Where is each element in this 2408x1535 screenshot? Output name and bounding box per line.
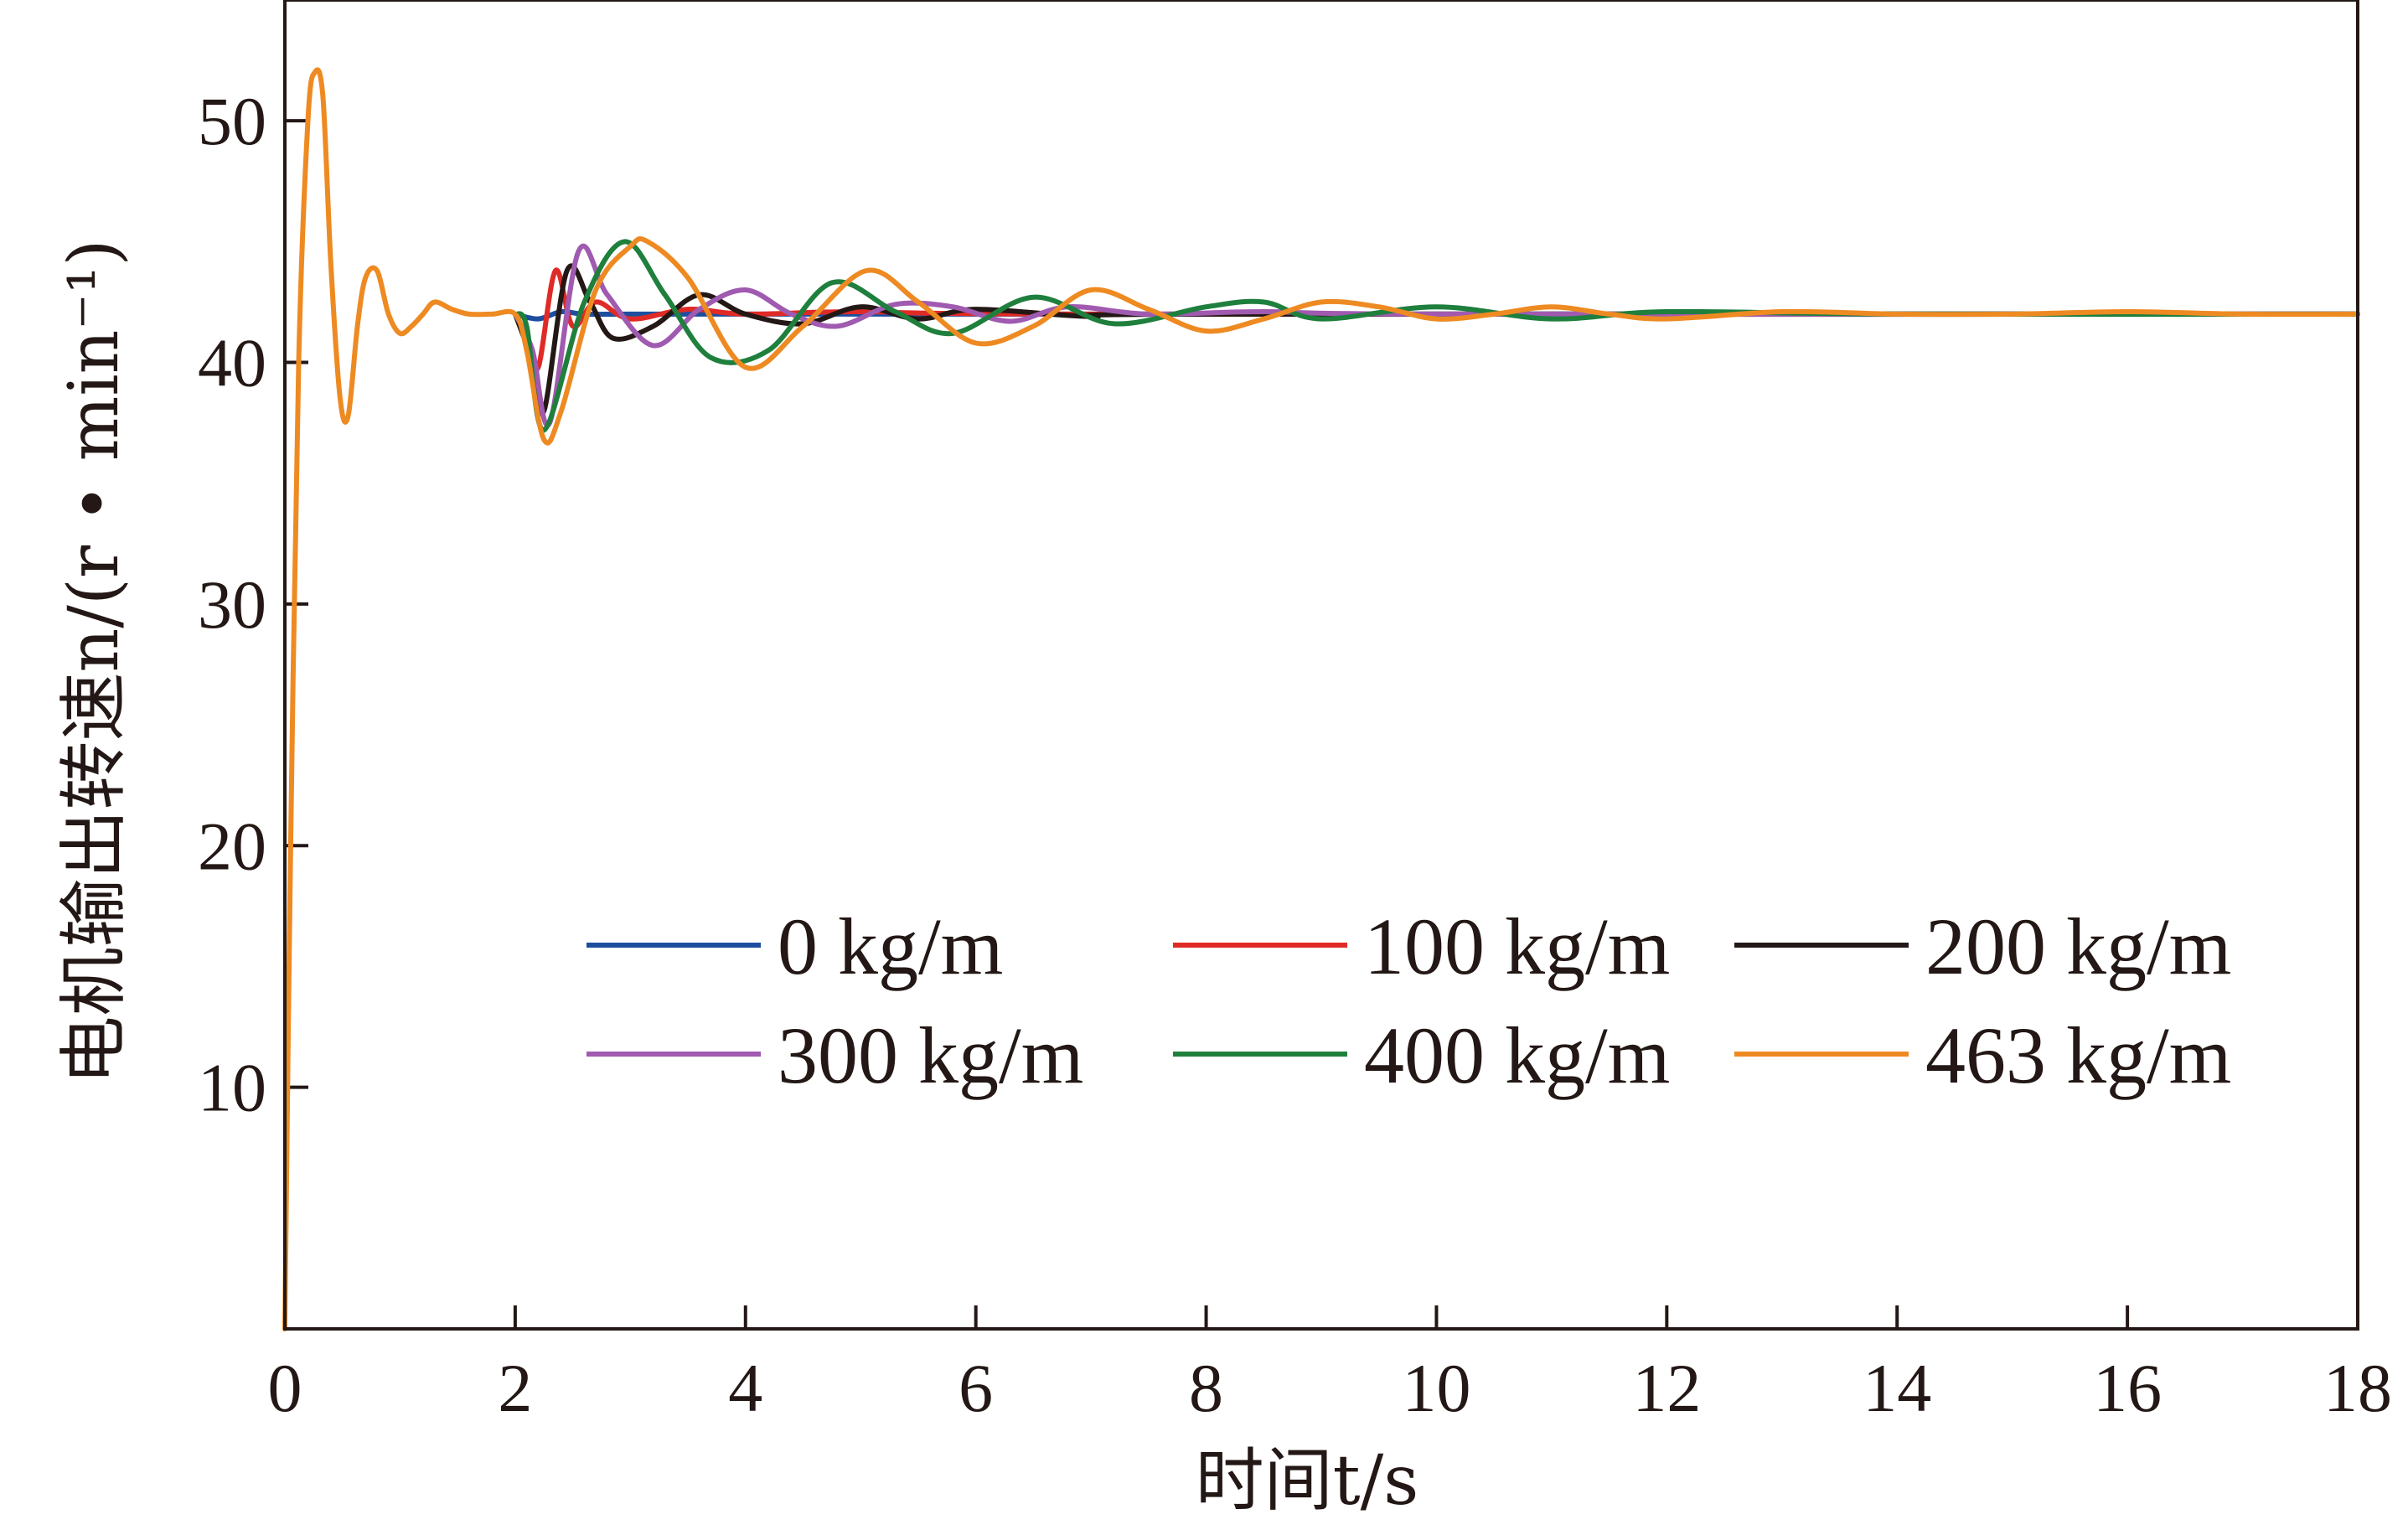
- y-tick-label: 10: [198, 1050, 266, 1126]
- series-line-4: [512, 239, 2360, 433]
- x-tick-label: 4: [728, 1350, 762, 1426]
- legend-label-5: 463 kg/m: [1925, 1010, 2231, 1100]
- legend-label-3: 300 kg/m: [778, 1010, 1083, 1100]
- x-tick-label: 2: [498, 1350, 532, 1426]
- legend-label-2: 200 kg/m: [1925, 902, 2231, 991]
- ticks-layer: 0 2 4 6 8 10 12 14 16 18 10 20 30 40 50: [198, 83, 2392, 1426]
- y-tick-label: 40: [198, 325, 266, 401]
- x-tick-label: 14: [1863, 1350, 1931, 1426]
- x-tick-label: 16: [2093, 1350, 2162, 1426]
- x-tick-label: 10: [1402, 1350, 1470, 1426]
- series-layer: [282, 67, 2360, 1331]
- x-tick-label: 18: [2323, 1350, 2392, 1426]
- x-tick-label: 12: [1632, 1350, 1701, 1426]
- y-tick-label: 30: [198, 566, 266, 643]
- legend: 0 kg/m 100 kg/m 200 kg/m 300 kg/m 400 kg/m 46…: [586, 902, 2231, 1100]
- x-tick-label: 8: [1189, 1350, 1223, 1426]
- plot-frame: [283, 0, 2359, 1331]
- x-axis-title: 时间t/s: [1196, 1441, 1419, 1521]
- legend-label-4: 400 kg/m: [1364, 1010, 1670, 1100]
- x-tick-label: 0: [268, 1350, 302, 1426]
- y-tick-label: 50: [198, 83, 266, 159]
- legend-label-1: 100 kg/m: [1364, 902, 1670, 991]
- y-tick-label: 20: [198, 808, 266, 884]
- series-line-5: [282, 67, 2360, 1331]
- x-tick-label: 6: [959, 1350, 993, 1426]
- legend-label-0: 0 kg/m: [778, 902, 1003, 991]
- y-axis-title: 电机输出转速n/(r • min⁻¹): [54, 239, 134, 1084]
